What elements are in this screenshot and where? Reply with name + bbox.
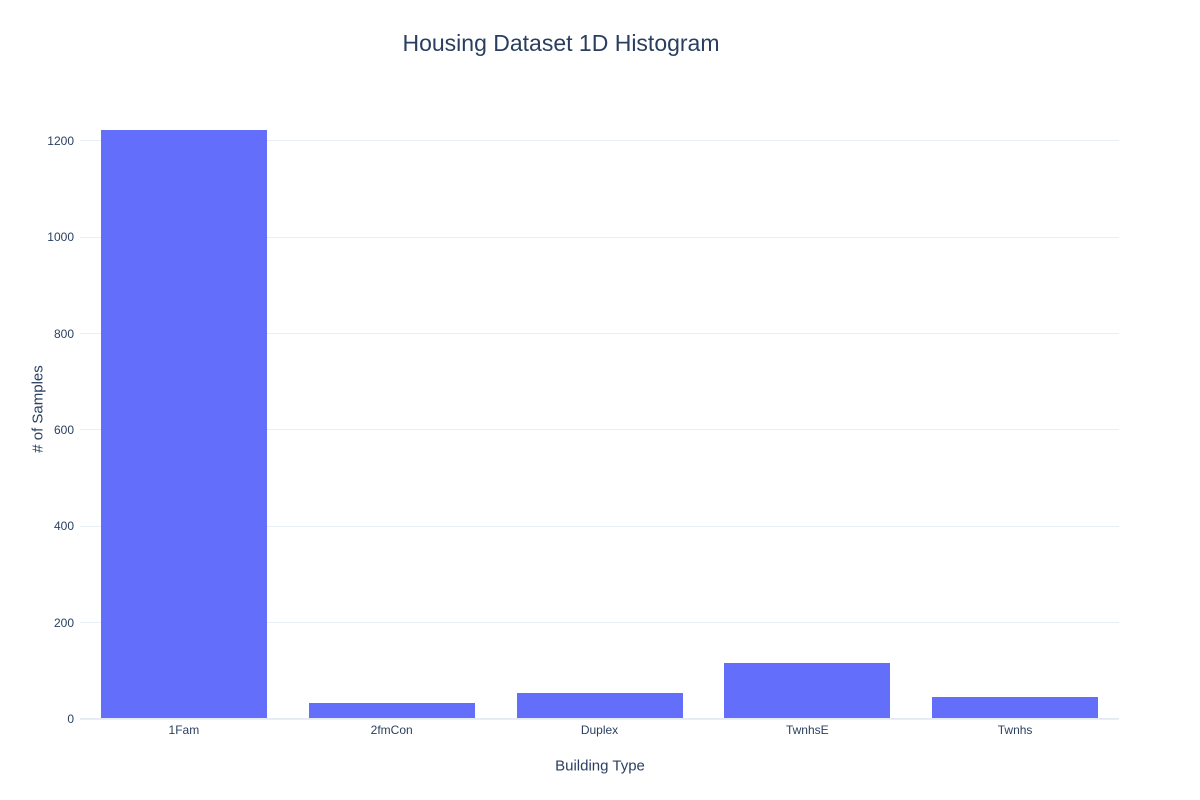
bar-twnhs[interactable] (932, 697, 1099, 718)
gridline-y-1200 (80, 140, 1119, 142)
bar-2fmcon[interactable] (308, 703, 475, 718)
y-tick-label-1000: 1000 (47, 230, 74, 245)
gridline-y-200 (80, 622, 1119, 624)
chart-title: Housing Dataset 1D Histogram (402, 30, 720, 56)
y-tick-label-0: 0 (67, 712, 74, 726)
gridline-y-0 (80, 718, 1119, 720)
bar-1fam[interactable] (100, 130, 267, 718)
bar-twnhse[interactable] (724, 663, 891, 718)
x-tick-label-twnhse: TwnhsE (785, 723, 829, 737)
y-tick-label-200: 200 (53, 615, 74, 630)
gridline-y-1000 (80, 236, 1119, 238)
gridline-y-600 (80, 429, 1119, 431)
x-axis-title: Building Type (555, 757, 645, 775)
x-axis-line (80, 718, 1119, 719)
x-tick-label-twnhs: Twnhs (997, 723, 1033, 737)
x-tick-label-2fmcon: 2fmCon (370, 723, 413, 737)
gridline-y-800 (80, 333, 1119, 335)
y-axis-tick-labels: 0 200 400 600 800 1000 1200 (0, 100, 74, 725)
x-axis-tick-labels: 1Fam 2fmCon Duplex TwnhsE Twnhs (80, 723, 1119, 739)
y-axis-title: # of Samples (29, 365, 47, 453)
y-tick-label-400: 400 (53, 519, 74, 534)
y-tick-label-800: 800 (53, 326, 74, 341)
gridline-y-400 (80, 525, 1119, 527)
x-tick-label-duplex: Duplex (580, 723, 619, 737)
plot-area (80, 100, 1119, 720)
y-tick-label-600: 600 (53, 422, 74, 437)
y-tick-label-1200: 1200 (47, 133, 74, 148)
x-tick-label-1fam: 1Fam (168, 723, 200, 737)
bar-duplex[interactable] (516, 692, 683, 718)
